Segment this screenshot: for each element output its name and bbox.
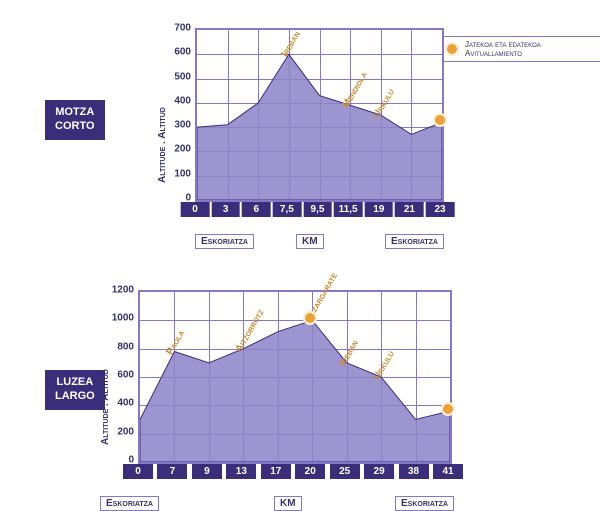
y-tick: 600 <box>163 47 191 58</box>
x-tick: 7,5 <box>273 202 302 217</box>
aid-station-icon <box>433 113 447 127</box>
plot-area <box>195 28 444 202</box>
tag-line2: LARGO <box>55 390 95 404</box>
x-tick: 29 <box>364 464 394 479</box>
x-tick: 20 <box>295 464 325 479</box>
x-tick: 0 <box>181 202 210 217</box>
elevation-area <box>197 30 442 200</box>
km-label: KM <box>274 496 302 511</box>
y-tick: 700 <box>163 23 191 34</box>
aid-station-icon <box>303 311 317 325</box>
x-tick: 21 <box>395 202 424 217</box>
plot-area <box>138 290 452 464</box>
y-axis-label: Altitude . Altitud <box>100 369 111 445</box>
legend-dot-icon <box>445 42 459 56</box>
end-label: Eskoriatza <box>395 496 454 511</box>
start-label: Eskoriatza <box>195 234 254 249</box>
x-tick: 6 <box>242 202 271 217</box>
legend-line2: Avituallamiento <box>465 49 595 58</box>
x-tick: 9,5 <box>303 202 332 217</box>
x-tick: 23 <box>426 202 455 217</box>
tag-line1: LUZEA <box>55 376 95 390</box>
tag-line2: CORTO <box>55 120 95 134</box>
x-tick: 11,5 <box>334 202 363 217</box>
y-tick: 800 <box>106 341 134 352</box>
y-tick: 1000 <box>106 313 134 324</box>
y-tick: 500 <box>163 71 191 82</box>
km-label: KM <box>296 234 324 249</box>
tag-line1: MOTZA <box>55 106 95 120</box>
x-tick: 41 <box>433 464 463 479</box>
y-tick: 400 <box>163 95 191 106</box>
chart-tag: MOTZACORTO <box>45 100 105 140</box>
x-tick: 19 <box>364 202 393 217</box>
x-tick: 38 <box>399 464 429 479</box>
x-tick: 7 <box>157 464 187 479</box>
aid-station-icon <box>441 402 455 416</box>
x-tick: 25 <box>330 464 360 479</box>
x-tick: 3 <box>211 202 240 217</box>
x-tick: 17 <box>261 464 291 479</box>
x-tick: 9 <box>192 464 222 479</box>
legend-box: Jatekoa eta edatekoaAvituallamiento <box>440 36 600 62</box>
y-tick: 1200 <box>106 285 134 296</box>
legend-line1: Jatekoa eta edatekoa <box>465 40 595 49</box>
x-tick: 0 <box>123 464 153 479</box>
chart-tag: LUZEALARGO <box>45 370 105 410</box>
elevation-area <box>140 292 450 462</box>
x-tick: 13 <box>226 464 256 479</box>
start-label: Eskoriatza <box>100 496 159 511</box>
end-label: Eskoriatza <box>385 234 444 249</box>
y-axis-label: Altitude . Altitud <box>157 107 168 183</box>
